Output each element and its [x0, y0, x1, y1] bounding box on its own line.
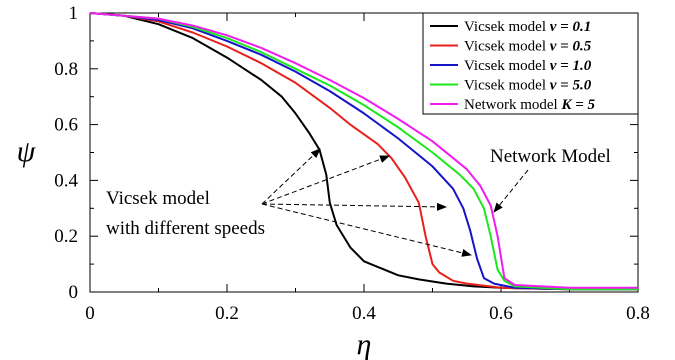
y-axis-title: ψ [17, 135, 37, 168]
x-axis-title: η [357, 328, 372, 360]
arrow-to-network [493, 169, 529, 213]
legend-label-1: Vicsek model v = 0.5 [464, 39, 592, 55]
x-tick-label: 0.6 [489, 303, 513, 324]
y-tick-label: 0.2 [54, 226, 78, 247]
y-tick-label: 0.8 [54, 59, 78, 80]
y-tick-label: 0.6 [54, 115, 78, 136]
annotation-vicsek-line2: with different speeds [106, 218, 265, 239]
legend: Vicsek model v = 0.1 Vicsek model v = 0.5… [422, 12, 639, 115]
series-line-2 [89, 12, 638, 291]
y-tick-label: 1 [69, 3, 79, 24]
arrow-to-v10 [261, 202, 447, 211]
series-layer [89, 12, 638, 291]
x-tick-label: 0 [85, 303, 95, 324]
y-tick-label: 0.4 [54, 170, 78, 191]
annotation-vicsek: Vicsek model with different speeds [106, 148, 472, 257]
annotation-vicsek-line1: Vicsek model [106, 188, 210, 209]
arrow-to-v05 [261, 155, 390, 205]
arrow-to-v50 [261, 203, 472, 257]
annotation-network: Network Model [490, 146, 611, 213]
series-line-1 [89, 12, 638, 291]
series-line-3 [89, 12, 638, 291]
series-line-0 [89, 12, 638, 291]
annotation-network-text: Network Model [490, 146, 611, 167]
legend-label-3: Vicsek model v = 5.0 [464, 78, 592, 94]
x-tick-label: 0.2 [215, 303, 239, 324]
x-tick-label: 0.4 [352, 303, 376, 324]
x-tick-label: 0.8 [626, 303, 650, 324]
legend-box [422, 12, 639, 115]
y-tick-label: 0 [69, 282, 79, 303]
axis-tick-labels: 0 0.2 0.4 0.6 0.8 0 0.2 0.4 0.6 0.8 1 [54, 3, 650, 324]
legend-label-4: Network model K = 5 [464, 97, 596, 113]
arrow-to-v01 [261, 148, 321, 205]
legend-label-2: Vicsek model v = 1.0 [464, 58, 592, 74]
series-line-4 [89, 12, 638, 289]
legend-label-0: Vicsek model v = 0.1 [464, 19, 591, 35]
